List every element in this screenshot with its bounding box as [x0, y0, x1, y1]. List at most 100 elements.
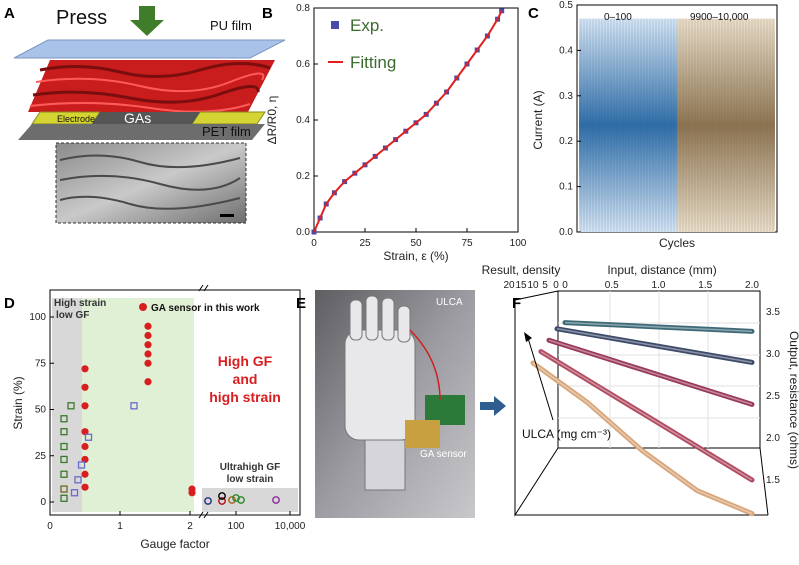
f-curve-1	[554, 326, 755, 365]
d-point-uh-1	[204, 497, 212, 505]
b-xtick-label-2: 50	[410, 238, 422, 249]
panel-c: C 0.0 0.1 0.2 0.3 0.4 0.5 0–100 9900–10,000 C…	[528, 0, 778, 250]
f-ytick-label-4: 3.5	[766, 307, 780, 318]
f-curve-3	[538, 349, 755, 483]
d-point-literature	[67, 402, 75, 410]
d-high-gf-label-1: High GF	[218, 353, 273, 369]
b-xtick-label-4: 100	[510, 238, 527, 249]
panel-d: D High strain low GF GA sensor in this w…	[4, 284, 306, 551]
ticks-f: 0 0.5 1.0 1.5 2.01.52.02.53.03.520 15 10 5 0	[503, 280, 780, 486]
panel-label-a: A	[4, 5, 15, 22]
f-zlabel: Result, density	[482, 263, 561, 277]
c-series-9900-10000	[677, 18, 775, 233]
c-ytick-label-2: 0.2	[559, 136, 573, 147]
d-legend-this-work: GA sensor in this work	[151, 303, 260, 314]
panel-b: B 0 25 50 75 100 0.0 0.2 0.4 0.6 0.8 Strain, ε (%…	[262, 3, 527, 263]
pet-film-label: PET film	[202, 124, 251, 139]
d-point-literature	[74, 476, 82, 484]
f-pointer-arrow	[527, 337, 554, 421]
ticks-b: 0 25 50 75 100 0.0 0.2 0.4 0.6 0.8	[296, 3, 527, 249]
d-point-this-work	[144, 359, 152, 367]
b-xtick-label-1: 25	[359, 238, 371, 249]
f-curve-0	[562, 320, 755, 334]
f-3d-box	[514, 290, 769, 517]
panel-label-d: D	[4, 295, 15, 312]
d-point-this-work	[81, 470, 89, 478]
press-arrow-icon	[130, 6, 164, 36]
d-point-literature	[130, 402, 138, 410]
d-point-this-work	[81, 365, 89, 373]
d-point-this-work	[81, 442, 89, 451]
f-xtick-label-0: 0	[562, 280, 568, 291]
panel-label-c: C	[528, 5, 539, 22]
panel-label-b: B	[262, 5, 273, 22]
d-point-this-work	[144, 322, 152, 330]
f-xtick-label-3: 1.5	[698, 280, 712, 291]
f-curve-4	[530, 360, 755, 517]
d-point-literature	[60, 415, 68, 423]
d-point-literature	[60, 442, 68, 451]
d-point-this-work	[81, 455, 89, 464]
d-point-literature	[60, 428, 68, 436]
d-xtick-label-2: 2	[187, 521, 193, 532]
b-ylabel: ΔR/R0, η	[265, 96, 279, 145]
d-xtick-label-0: 0	[47, 521, 53, 532]
d-ylabel: Strain (%)	[11, 376, 25, 429]
d-xtick-label-4: 10,000	[275, 521, 306, 532]
d-high-gf-label-3: high strain	[209, 389, 281, 405]
b-legend-fit: Fitting	[350, 53, 396, 72]
d-xtick-label-1: 1	[117, 521, 123, 532]
d-zone-ultrahigh-gf	[202, 488, 298, 512]
pet-film	[18, 124, 265, 140]
c-signal-lines	[580, 18, 774, 232]
d-point-uh-3	[218, 492, 226, 500]
d-point-this-work	[144, 341, 152, 349]
d-point-literature	[77, 461, 86, 469]
d-axis-break-icon	[198, 284, 209, 519]
d-xlabel: Gauge factor	[140, 537, 209, 551]
b-legend-exp-marker	[331, 21, 339, 29]
d-legend-marker	[139, 303, 147, 311]
f-ytick-label-1: 2.0	[766, 433, 780, 444]
scale-bar	[220, 214, 234, 217]
d-ytick-label-2: 50	[35, 405, 47, 416]
c-ylabel: Current (A)	[531, 90, 545, 149]
c-xlabel: Cycles	[659, 236, 695, 250]
f-ztick-label-0: 20	[503, 280, 515, 291]
d-point-this-work	[81, 383, 89, 391]
d-xtick-label-3: 100	[228, 521, 245, 532]
f-ylabel: Output, resistance (ohms)	[787, 331, 799, 469]
ga-sensor-label: GA sensor	[420, 449, 467, 460]
d-points	[60, 322, 196, 502]
d-high-strain-label: High strain	[54, 298, 106, 309]
d-point-uh-2	[218, 497, 226, 505]
d-point-uh-7	[272, 496, 280, 504]
b-legend-exp: Exp.	[350, 16, 384, 35]
gas-label: GAs	[124, 110, 151, 126]
d-ytick-label-0: 0	[40, 497, 46, 508]
panel-a: A Press PU film Electrode GAs PET film	[4, 5, 286, 224]
f-xtick-label-4: 2.0	[745, 280, 759, 291]
f-curve-highlight-1	[556, 328, 753, 364]
d-ultrahigh-label-2: low strain	[227, 474, 274, 485]
d-ytick-label-1: 25	[35, 451, 47, 462]
c-ytick-label-5: 0.5	[559, 0, 573, 11]
c-range-label-2: 9900–10,000	[690, 12, 749, 23]
f-ytick-label-2: 2.5	[766, 391, 780, 402]
breadboard	[405, 420, 440, 448]
f-xlabel: Input, distance (mm)	[607, 263, 716, 277]
ticks-c: 0.0 0.1 0.2 0.3 0.4 0.5	[559, 0, 581, 238]
b-xlabel: Strain, ε (%)	[383, 249, 448, 263]
f-curve-highlight-0	[564, 321, 753, 333]
f-ztick-label-3: 5	[542, 280, 548, 291]
d-point-this-work	[81, 428, 89, 436]
c-ytick-label-4: 0.4	[559, 45, 573, 56]
d-point-literature	[60, 455, 68, 464]
press-label: Press	[56, 7, 107, 29]
b-ytick-label-4: 0.8	[296, 3, 310, 14]
robot-hand-icon	[344, 295, 416, 491]
ulca-label: ULCA	[436, 297, 463, 308]
d-point-literature	[84, 433, 93, 441]
f-curve-highlight-3	[540, 350, 753, 481]
d-point-literature	[60, 485, 68, 493]
